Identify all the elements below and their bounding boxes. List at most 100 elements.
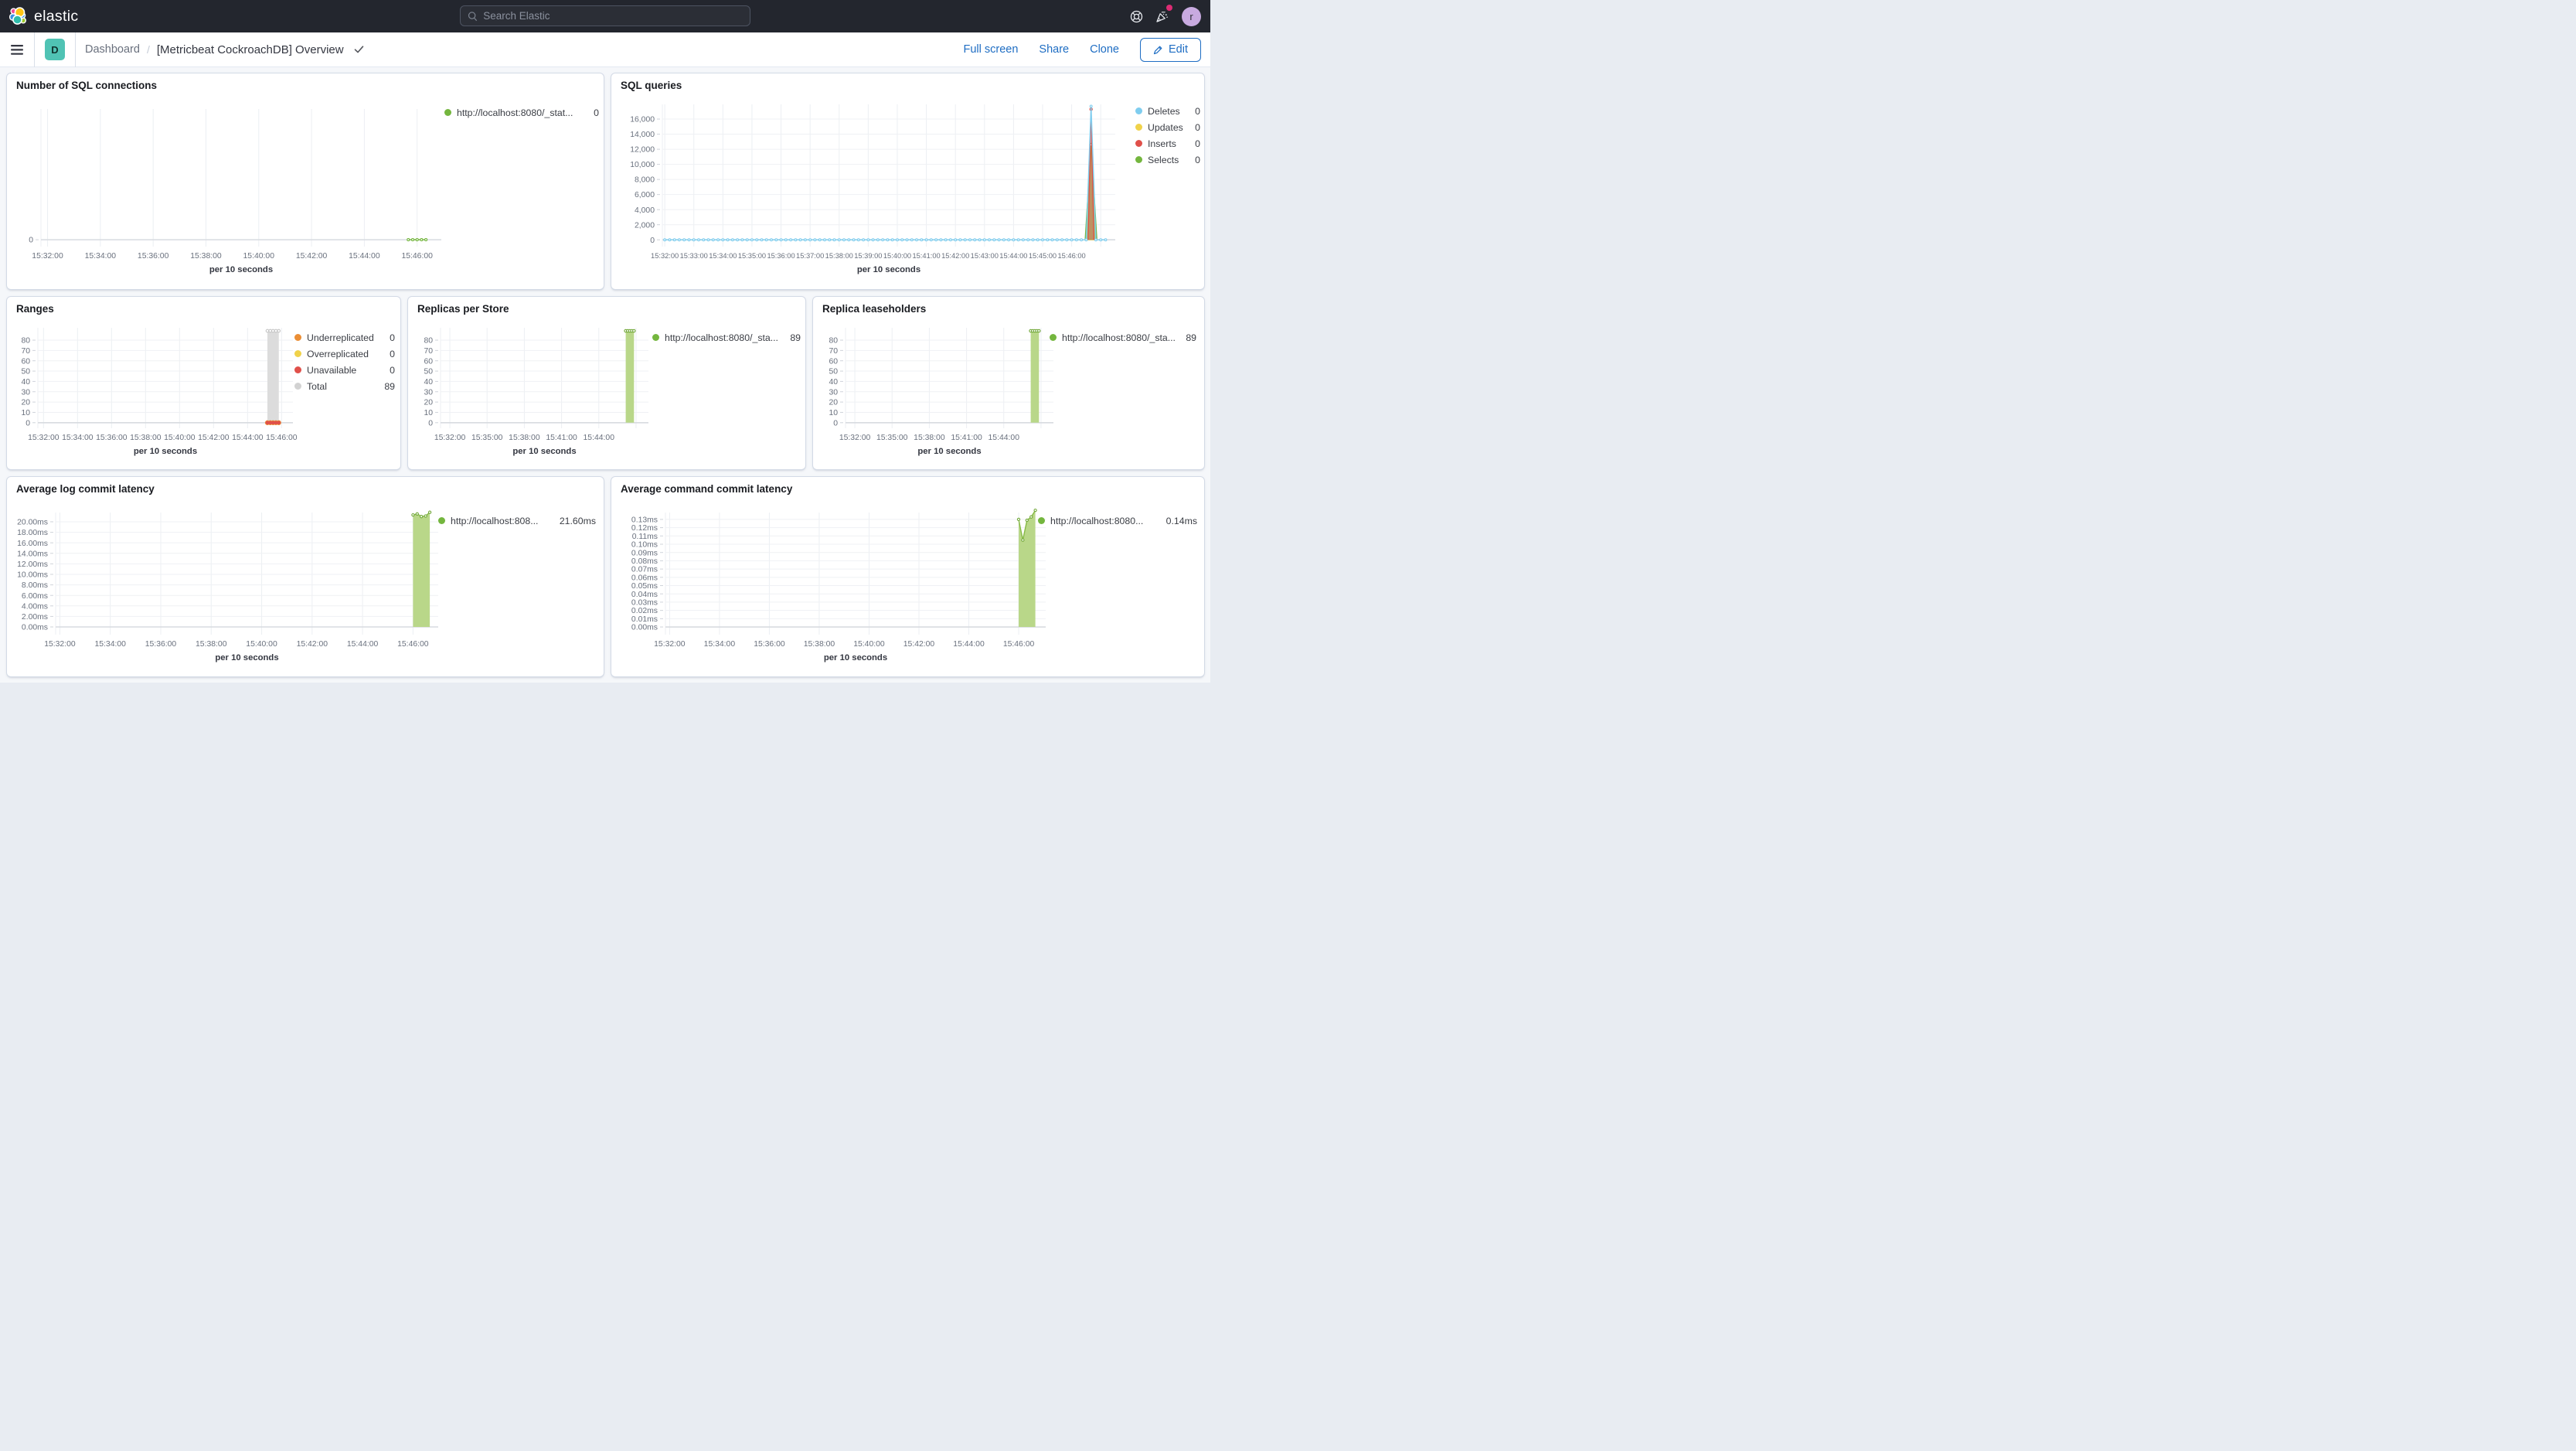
panel-title[interactable]: SQL queries (621, 80, 682, 91)
legend-item[interactable]: Total 89 (294, 378, 395, 394)
user-avatar[interactable]: r (1182, 6, 1201, 26)
svg-text:80: 80 (829, 337, 838, 346)
svg-text:15:38:00: 15:38:00 (196, 640, 227, 649)
svg-text:15:32:00: 15:32:00 (32, 252, 63, 261)
svg-text:15:44:00: 15:44:00 (999, 252, 1027, 260)
panel-title[interactable]: Ranges (16, 303, 54, 315)
chart-legend: http://localhost:8080/_sta... 89 (652, 329, 801, 346)
legend-item[interactable]: http://localhost:8080... 0.14ms (1038, 513, 1197, 529)
panel-replica-leaseholders: Replica leaseholders 15:32:00 15:35:00 15:… (812, 296, 1205, 470)
legend-item[interactable]: Underreplicated 0 (294, 329, 395, 346)
legend-item[interactable]: Overreplicated 0 (294, 346, 395, 362)
panel-title[interactable]: Replica leaseholders (822, 303, 927, 315)
elastic-logo[interactable]: elastic (0, 7, 78, 26)
panel-title[interactable]: Average log commit latency (16, 483, 155, 495)
svg-text:18.00ms: 18.00ms (17, 529, 48, 537)
legend-item[interactable]: http://localhost:8080/_sta... 89 (652, 329, 801, 346)
svg-text:0.01ms: 0.01ms (631, 615, 658, 624)
svg-text:70: 70 (21, 347, 30, 356)
title-check-icon[interactable] (354, 45, 364, 54)
full-screen-button[interactable]: Full screen (963, 43, 1019, 56)
breadcrumb: Dashboard / [Metricbeat CockroachDB] Ove… (85, 43, 364, 56)
menu-button[interactable] (0, 32, 34, 67)
breadcrumb-separator: / (146, 43, 150, 56)
legend-value: 89 (1186, 332, 1196, 343)
svg-text:15:36:00: 15:36:00 (767, 252, 795, 260)
search-input[interactable] (483, 10, 743, 22)
legend-swatch (294, 366, 301, 373)
chart-canvas[interactable]: 15:32:00 15:35:00 15:38:00 15:41:00 15:44:00… (813, 297, 1206, 471)
panel-title[interactable]: Replicas per Store (417, 303, 509, 315)
panel-average-log-commit-latency: Average log commit latency 15:32:00 15:34… (6, 476, 604, 677)
chart-canvas[interactable]: 15:32:00 15:34:00 15:36:00 15:38:00 15:40:00… (7, 477, 605, 678)
clone-button[interactable]: Clone (1090, 43, 1119, 56)
svg-text:10: 10 (21, 409, 30, 417)
svg-text:16.00ms: 16.00ms (17, 540, 48, 548)
svg-text:0.00ms: 0.00ms (631, 624, 658, 632)
legend-label: Underreplicated (307, 332, 374, 343)
svg-text:70: 70 (424, 347, 433, 356)
svg-text:15:44:00: 15:44:00 (989, 434, 1020, 442)
svg-text:15:39:00: 15:39:00 (854, 252, 882, 260)
svg-text:15:32:00: 15:32:00 (839, 434, 871, 442)
svg-text:15:35:00: 15:35:00 (876, 434, 908, 442)
svg-text:15:36:00: 15:36:00 (96, 434, 128, 442)
chart-canvas[interactable]: 15:32:00 15:33:00 15:34:00 15:35:00 15:36:00… (611, 73, 1206, 291)
legend-item[interactable]: Inserts 0 (1135, 135, 1200, 152)
page-title: [Metricbeat CockroachDB] Overview (156, 43, 344, 56)
breadcrumb-dashboard-link[interactable]: Dashboard (85, 43, 140, 56)
share-button[interactable]: Share (1039, 43, 1070, 56)
chart-canvas[interactable]: 15:32:00 15:34:00 15:36:00 15:38:00 15:40:00… (611, 477, 1206, 678)
panel-title[interactable]: Average command commit latency (621, 483, 793, 495)
svg-text:40: 40 (424, 378, 433, 387)
life-ring-icon (1130, 10, 1142, 22)
chart-legend: Deletes 0 Updates 0 Inserts 0 Selects 0 (1135, 103, 1200, 168)
legend-label: http://localhost:8080... (1050, 515, 1144, 526)
legend-swatch (1135, 107, 1142, 114)
legend-item[interactable]: Unavailable 0 (294, 362, 395, 378)
chart-legend: http://localhost:8080... 0.14ms (1038, 513, 1197, 529)
svg-text:0.05ms: 0.05ms (631, 582, 658, 591)
chart-canvas[interactable]: 15:32:00 15:34:00 15:36:00 15:38:00 15:40:00… (7, 73, 605, 291)
global-search[interactable] (460, 5, 750, 26)
svg-text:15:42:00: 15:42:00 (903, 640, 935, 649)
toolbar-divider (75, 32, 76, 67)
legend-label: Total (307, 380, 327, 392)
legend-item[interactable]: http://localhost:808... 21.60ms (438, 513, 596, 529)
svg-text:0.04ms: 0.04ms (631, 591, 658, 599)
svg-text:20: 20 (424, 399, 433, 407)
legend-swatch (652, 334, 659, 341)
legend-item[interactable]: Updates 0 (1135, 119, 1200, 135)
news-button[interactable] (1149, 0, 1176, 32)
pencil-icon (1153, 46, 1162, 54)
svg-text:15:34:00: 15:34:00 (62, 434, 94, 442)
legend-item[interactable]: Selects 0 (1135, 152, 1200, 168)
legend-item[interactable]: http://localhost:8080/_stat... 0 (444, 104, 599, 121)
party-popper-icon (1156, 11, 1169, 22)
legend-item[interactable]: Deletes 0 (1135, 103, 1200, 119)
chart-legend: http://localhost:8080/_sta... 89 (1050, 329, 1196, 346)
legend-value: 0 (390, 348, 395, 359)
svg-text:50: 50 (829, 368, 838, 376)
svg-text:30: 30 (829, 388, 838, 397)
help-button[interactable] (1123, 0, 1149, 32)
svg-text:15:35:00: 15:35:00 (471, 434, 503, 442)
legend-label: http://localhost:8080/_stat... (457, 107, 573, 118)
panel-title[interactable]: Number of SQL connections (16, 80, 158, 91)
svg-text:per 10 seconds: per 10 seconds (134, 447, 197, 456)
svg-text:50: 50 (424, 368, 433, 376)
chart-canvas[interactable]: 15:32:00 15:35:00 15:38:00 15:41:00 15:44:00… (408, 297, 807, 471)
svg-text:12.00ms: 12.00ms (17, 560, 48, 569)
svg-text:15:38:00: 15:38:00 (509, 434, 540, 442)
chart-canvas[interactable]: 15:32:00 15:34:00 15:36:00 15:38:00 15:40:00… (7, 297, 402, 471)
space-badge[interactable]: D (45, 39, 65, 60)
legend-label: Overreplicated (307, 348, 369, 359)
edit-button[interactable]: Edit (1140, 37, 1201, 62)
svg-text:15:32:00: 15:32:00 (651, 252, 679, 260)
svg-text:8,000: 8,000 (635, 176, 655, 185)
legend-label: Inserts (1148, 138, 1176, 149)
svg-text:per 10 seconds: per 10 seconds (512, 447, 576, 456)
legend-item[interactable]: http://localhost:8080/_sta... 89 (1050, 329, 1196, 346)
svg-text:70: 70 (829, 347, 838, 356)
svg-text:15:44:00: 15:44:00 (953, 640, 985, 649)
